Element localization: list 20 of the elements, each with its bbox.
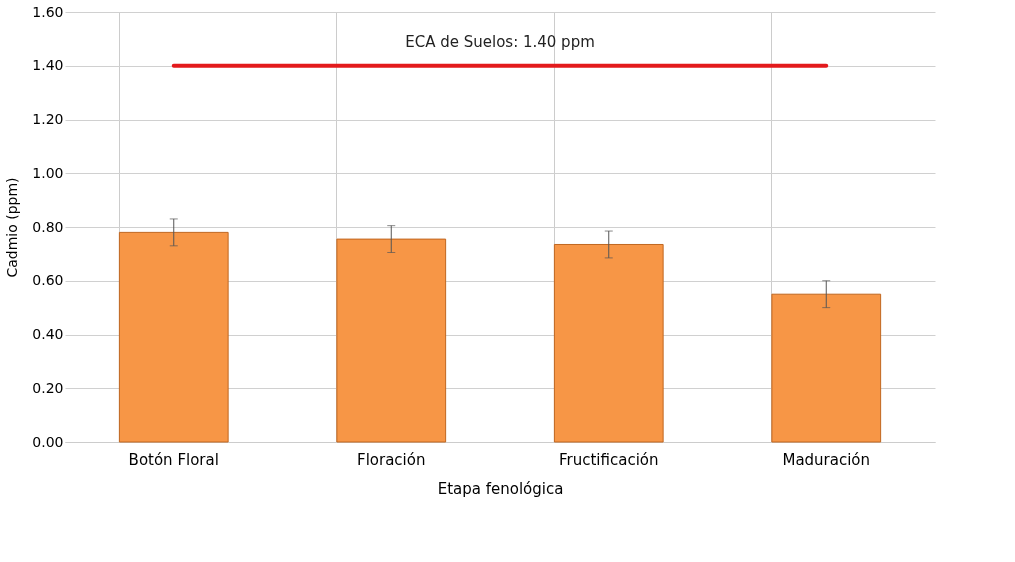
y-tick-label: 1.60 [32,3,64,20]
bar [771,293,882,443]
y-tick-label: 0.40 [32,326,64,342]
y-tick-label: 1.20 [32,111,64,127]
y-axis-title: Cadmio (ppm) [4,177,21,278]
y-tick-label: 0.20 [32,379,64,396]
x-tick-label: Maduración [782,450,871,469]
bar [118,231,229,443]
bar [336,238,447,443]
y-tick-label: 0.80 [32,218,64,235]
ref-line-label: ECA de Suelos: 1.40 ppm [405,32,595,51]
y-tick-label: 0.60 [32,272,64,289]
bar [553,243,664,443]
x-tick-label: Floración [357,450,426,469]
x-tick-label: Fructificación [559,450,659,469]
y-tick-label: 1.00 [32,164,64,181]
x-axis-title: Etapa fenológica [437,479,564,498]
x-tick-label: Botón Floral [128,450,219,469]
y-tick-label: 0.00 [32,433,64,450]
y-tick-label: 1.40 [32,57,64,74]
